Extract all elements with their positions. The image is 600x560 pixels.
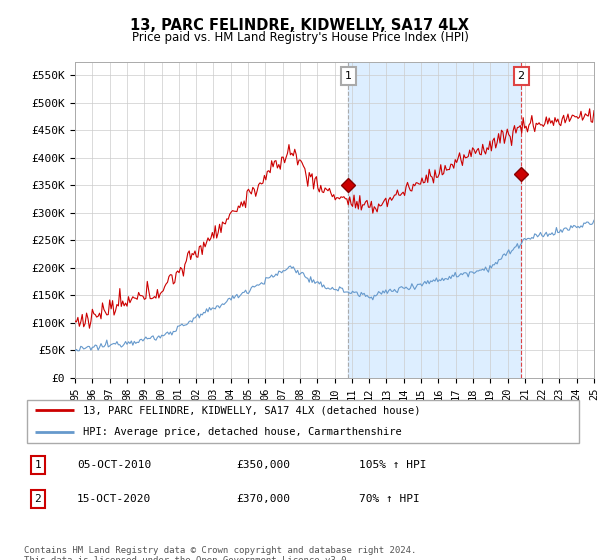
Text: 105% ↑ HPI: 105% ↑ HPI [359,460,426,470]
Text: 13, PARC FELINDRE, KIDWELLY, SA17 4LX (detached house): 13, PARC FELINDRE, KIDWELLY, SA17 4LX (d… [83,405,420,416]
Text: 1: 1 [35,460,41,470]
Text: £350,000: £350,000 [236,460,290,470]
Text: 2: 2 [35,494,41,503]
Text: 05-OCT-2010: 05-OCT-2010 [77,460,151,470]
Text: 1: 1 [344,71,352,81]
Text: 15-OCT-2020: 15-OCT-2020 [77,494,151,503]
Text: £370,000: £370,000 [236,494,290,503]
FancyBboxPatch shape [27,400,579,443]
Text: Price paid vs. HM Land Registry's House Price Index (HPI): Price paid vs. HM Land Registry's House … [131,31,469,44]
Text: 2: 2 [518,71,525,81]
Text: 70% ↑ HPI: 70% ↑ HPI [359,494,419,503]
Bar [348,62,521,378]
Text: Contains HM Land Registry data © Crown copyright and database right 2024.
This d: Contains HM Land Registry data © Crown c… [24,546,416,560]
Text: 13, PARC FELINDRE, KIDWELLY, SA17 4LX: 13, PARC FELINDRE, KIDWELLY, SA17 4LX [131,18,470,33]
Text: HPI: Average price, detached house, Carmarthenshire: HPI: Average price, detached house, Carm… [83,427,401,437]
